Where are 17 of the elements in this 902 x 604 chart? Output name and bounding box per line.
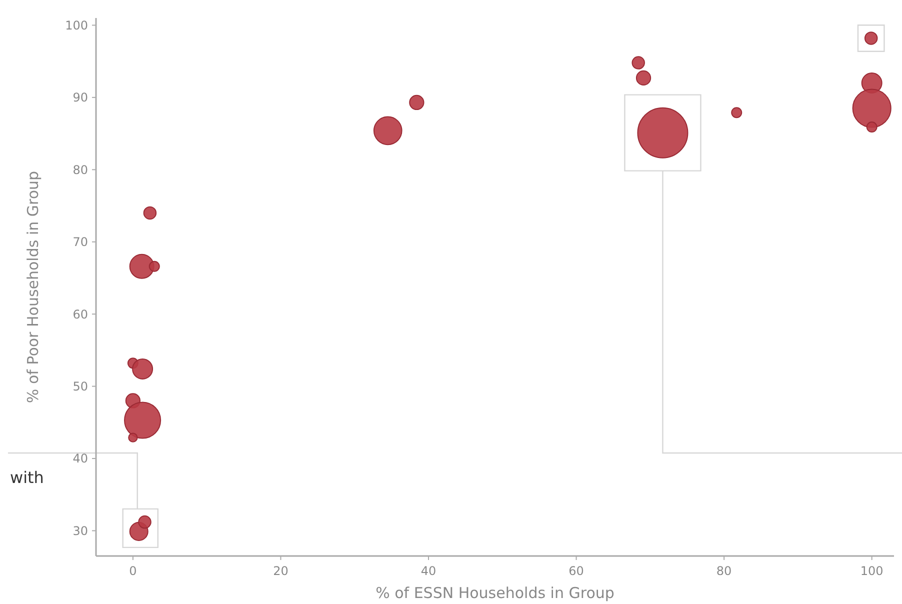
x-axis-title: % of ESSN Households in Group <box>376 584 614 602</box>
y-tick-label: 70 <box>72 235 88 250</box>
x-tick-label: 80 <box>716 564 732 578</box>
y-tick-label: 60 <box>72 307 88 322</box>
x-tick-label: 40 <box>420 564 436 578</box>
x-tick-label: 60 <box>568 564 584 578</box>
x-tick-label: 20 <box>273 564 288 578</box>
y-tick-label: 40 <box>72 452 88 466</box>
y-tick-label: 30 <box>72 524 88 538</box>
y-tick-label: 90 <box>72 90 88 105</box>
y-tick-label: 80 <box>72 162 88 177</box>
x-tick-label: 100 <box>860 564 884 578</box>
x-tick-label: 0 <box>129 564 137 578</box>
text: with <box>10 468 44 487</box>
y-tick-label: 50 <box>72 379 88 394</box>
y-tick-label: 100 <box>65 18 88 32</box>
y-axis-title: % of Poor Households in Group <box>24 170 42 404</box>
